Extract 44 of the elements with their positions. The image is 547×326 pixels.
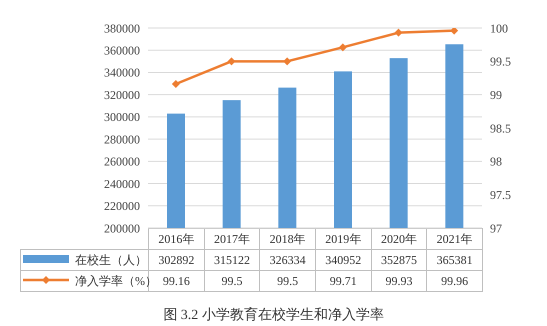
data-label: 99.5 xyxy=(204,270,260,292)
y-tick-label: 320000 xyxy=(104,88,140,102)
y-tick-label: 280000 xyxy=(104,132,140,146)
x-tick-label: 2020年 xyxy=(371,228,427,250)
y2-tick-label: 97.5 xyxy=(490,188,511,202)
data-label: 99.71 xyxy=(315,270,372,292)
y2-tick-label: 98.5 xyxy=(490,121,511,136)
y2-tick-label: 97 xyxy=(490,221,502,236)
legend-label: 净入学率（%） xyxy=(75,274,157,288)
y-tick-label: 240000 xyxy=(104,176,140,191)
point xyxy=(394,28,402,37)
x-tick-label: 2018年 xyxy=(260,228,316,250)
data-label: 302892 xyxy=(148,250,204,270)
y-tick-label: 260000 xyxy=(104,154,140,169)
y-tick-label: 220000 xyxy=(104,199,140,214)
x-tick-label: 2021年 xyxy=(426,228,482,250)
point xyxy=(450,28,458,35)
data-label: 99.5 xyxy=(260,270,316,292)
y2-tick-label: 100 xyxy=(490,21,508,36)
y-tick-label: 380000 xyxy=(104,21,140,36)
x-tick-label: 2017年 xyxy=(204,228,260,250)
text: 图 3.2 小学教育在校学生和净入学率 xyxy=(162,306,385,324)
y-tick-label: 360000 xyxy=(104,43,140,58)
data-label: 99.16 xyxy=(162,274,190,288)
data-label: 99.93 xyxy=(371,270,427,292)
legend-label: 在校生（人） xyxy=(75,252,147,266)
y2-tick-label: 98 xyxy=(490,154,502,169)
data-label: 340952 xyxy=(315,250,372,270)
y-tick-label: 300000 xyxy=(104,110,140,124)
data-label: 99.96 xyxy=(426,270,482,292)
data-label: 352875 xyxy=(371,250,427,270)
y-tick-label: 340000 xyxy=(104,66,140,80)
y2-tick-label: 99.5 xyxy=(490,54,511,69)
y-tick-label: 200000 xyxy=(104,221,140,236)
x-tick-label: 2016年 xyxy=(148,228,204,250)
data-label: 365381 xyxy=(426,250,482,270)
data-label: 315122 xyxy=(204,250,260,270)
point xyxy=(283,57,292,66)
data-label: 326334 xyxy=(260,250,316,270)
x-tick-label: 2019年 xyxy=(315,228,372,250)
y2-tick-label: 99 xyxy=(490,88,502,102)
point xyxy=(172,80,180,88)
point xyxy=(228,57,236,66)
point xyxy=(338,43,347,52)
